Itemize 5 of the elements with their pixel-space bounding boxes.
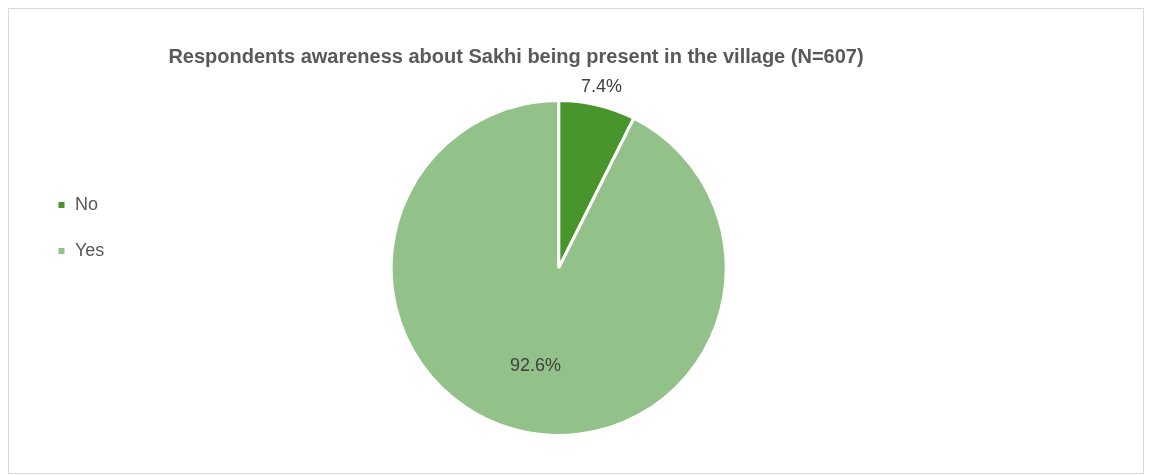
data-label: 7.4% — [580, 76, 622, 97]
data-label: 92.6% — [510, 354, 562, 375]
legend-label: Yes — [75, 239, 105, 260]
chart-title: Respondents awareness about Sakhi being present in the village (N=607) — [168, 44, 864, 67]
legend-label: No — [75, 193, 99, 214]
